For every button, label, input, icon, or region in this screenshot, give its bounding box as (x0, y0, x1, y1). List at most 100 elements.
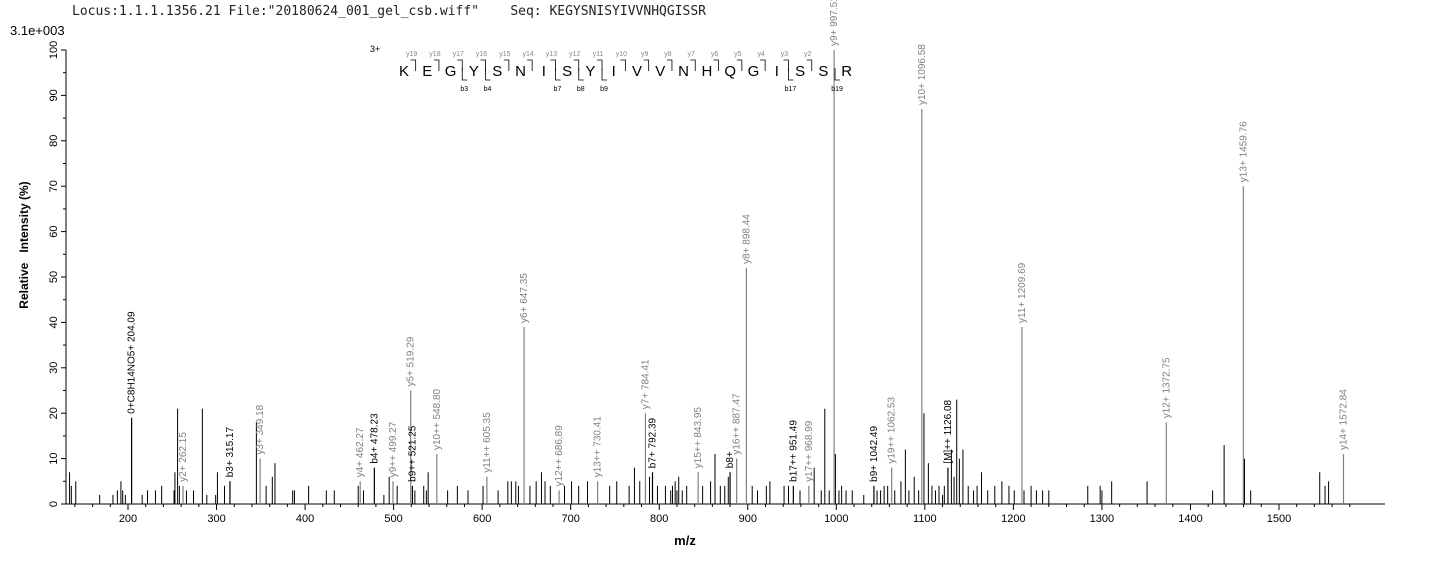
y-ion-label: y4 (757, 51, 765, 58)
residue-letter: Y (585, 63, 595, 80)
file-text: File:"20180624_001_gel_csb.wiff" (228, 4, 479, 19)
peak-label: y2+ 262.15 (178, 432, 189, 482)
residue-letter: I (612, 63, 616, 80)
y-tick-label: 20 (48, 407, 60, 419)
peak-label: y11+ 1209.69 (1017, 262, 1028, 323)
y-ion-label: y12 (569, 51, 580, 58)
b-ion-label: b8 (577, 86, 585, 93)
y-tick-label: 30 (48, 362, 60, 374)
b-ion-marker (788, 68, 794, 81)
y-ion-label: y13 (546, 51, 557, 58)
residue-letter: V (655, 63, 665, 80)
y-tick-label: 80 (48, 135, 60, 147)
peak-label: b9+ 1042.49 (869, 426, 880, 482)
residue-letter: I (775, 63, 779, 80)
x-tick-label: 500 (384, 513, 402, 525)
y-ion-label: y17 (453, 51, 464, 58)
b-ion-label: b3 (460, 86, 468, 93)
y-ion-label: y16 (476, 51, 487, 58)
y-ion-marker (806, 59, 813, 71)
y-tick-label: 100 (48, 41, 60, 59)
residue-letter: S (818, 63, 828, 80)
y-axis-label: Relative Intensity (%) (17, 181, 31, 308)
peak-label: y10++ 548.80 (432, 388, 443, 450)
residue-letter: S (795, 63, 805, 80)
peak-label: y6+ 647.35 (519, 273, 530, 323)
peak-label: y9+ 997.51y18++ (829, 0, 840, 46)
b-ion-label: b9 (600, 86, 608, 93)
y-tick-label: 90 (48, 89, 60, 101)
y-ion-label: y15 (499, 51, 510, 58)
y-ion-marker (433, 59, 440, 71)
peak-annotations: 0+C8H14NO5+ 204.09 y2+ 262.15 b3+ 315.17 y3… (127, 0, 1350, 486)
x-tick-label: 1200 (1001, 513, 1025, 525)
y-ion-label: y2 (804, 51, 812, 58)
residue-letter: K (399, 63, 409, 80)
y-ion-label: y6 (711, 51, 719, 58)
y-ion-marker (503, 59, 510, 71)
peak-label: y13++ 730.41 (593, 416, 604, 478)
peak-label: y11++ 605.35 (482, 412, 493, 473)
peak-label: y17++ 968.99 (804, 420, 815, 482)
peak-label: b8+ (725, 451, 736, 468)
peak-label: y8+ 898.44 (741, 214, 752, 264)
peak-label: b17++ 951.49 (788, 420, 799, 482)
y-ion-marker (597, 59, 603, 71)
y-ion-label: y18 (429, 51, 440, 58)
y-tick-label: 10 (48, 452, 60, 464)
y-ion-marker (457, 59, 463, 71)
b-ion-label: b17 (785, 86, 797, 93)
y-tick-label: 60 (48, 225, 60, 237)
y-ion-marker (713, 59, 719, 71)
b-ion-marker (485, 68, 491, 81)
y-ion-label: y10 (616, 51, 627, 58)
residue-letter: G (445, 63, 457, 80)
peak-label: b9++ 521.25 (407, 425, 418, 482)
x-tick-label: 1000 (824, 513, 848, 525)
residue-letter: E (422, 63, 432, 80)
x-tick-label: 1100 (913, 513, 937, 525)
residue-letter: H (701, 63, 712, 80)
y-tick-label: 0 (48, 501, 60, 507)
b-ion-marker (555, 68, 561, 81)
b-ion-marker (601, 68, 608, 81)
x-tick-label: 1300 (1090, 513, 1114, 525)
peak-label: y13+ 1459.76 (1238, 121, 1249, 182)
x-tick-label: 300 (207, 513, 225, 525)
peaks (69, 50, 1345, 504)
b-ion-label: b7 (554, 86, 562, 93)
charge-label: 3+ (370, 44, 380, 54)
peak-label: y3+ 349.18 (255, 404, 266, 454)
y-ion-marker (527, 59, 533, 71)
peak-label: y10+ 1096.58 (917, 44, 928, 105)
y-ion-marker (550, 59, 556, 71)
b-ion-marker (578, 68, 584, 81)
max-intensity-label: 3.1e+003 (10, 23, 65, 38)
y-ion-marker (480, 59, 486, 71)
residue-letter: Q (724, 63, 736, 80)
b-ion-marker (834, 68, 841, 81)
peak-label: b7+ 792.39 (647, 417, 658, 468)
peak-label: 0+C8H14NO5+ 204.09 (127, 311, 138, 414)
x-tick-label: 700 (562, 513, 580, 525)
y-ion-marker (620, 59, 626, 71)
residue-letter: G (748, 63, 760, 80)
x-tick-label: 600 (473, 513, 491, 525)
y-ion-label: y5 (734, 51, 742, 58)
peak-label: y14+ 1572.84 (1338, 389, 1349, 450)
locus-text: Locus:1.1.1.1356.21 (72, 4, 221, 19)
sequence-text: Seq: KEGYSNISYIVVNHQGISSR (510, 4, 706, 19)
residue-letter: I (542, 63, 546, 80)
header-line: Locus:1.1.1.1356.21 File:"20180624_001_g… (72, 4, 706, 19)
residue-letter: N (678, 63, 689, 80)
y-ion-marker (410, 59, 417, 71)
residue-letter: R (841, 63, 852, 80)
x-axis-label: m/z (674, 533, 696, 548)
x-tick-label: 200 (119, 513, 137, 525)
y-ion-label: y9 (641, 51, 649, 58)
residue-letter: Y (469, 63, 479, 80)
x-tick-label: 800 (650, 513, 668, 525)
y-ion-marker (783, 59, 789, 71)
y-ion-label: y3 (781, 51, 789, 58)
